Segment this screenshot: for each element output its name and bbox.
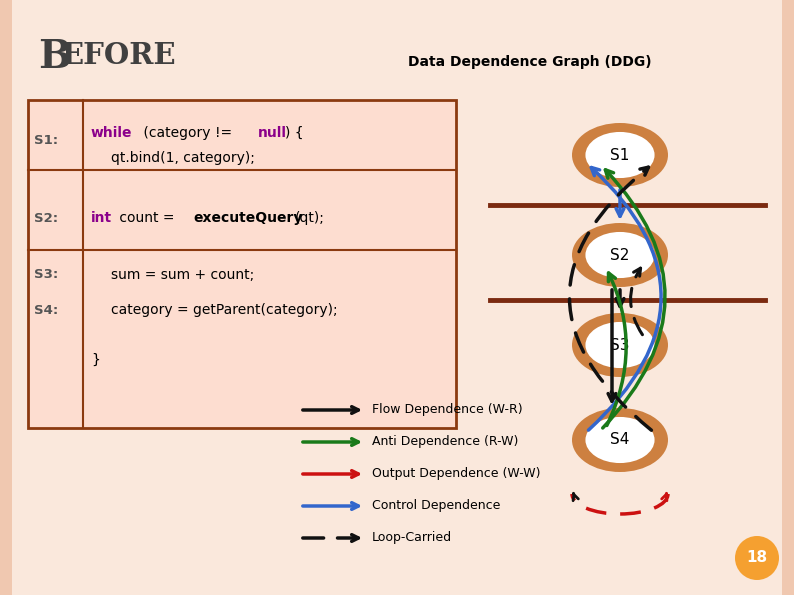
Text: S3: S3 (611, 337, 630, 352)
Ellipse shape (572, 313, 668, 377)
FancyArrowPatch shape (303, 503, 358, 509)
Text: category = getParent(category);: category = getParent(category); (111, 303, 337, 317)
Text: EFORE: EFORE (62, 41, 176, 70)
Text: while: while (91, 126, 133, 140)
FancyArrowPatch shape (616, 290, 624, 306)
FancyArrowPatch shape (303, 535, 358, 541)
Text: null: null (258, 126, 287, 140)
FancyArrowPatch shape (303, 406, 358, 414)
Text: Loop-Carried: Loop-Carried (372, 531, 452, 544)
Text: S3:: S3: (34, 268, 58, 281)
Text: S4:: S4: (34, 303, 58, 317)
FancyArrowPatch shape (607, 273, 626, 425)
Ellipse shape (572, 408, 668, 472)
FancyArrowPatch shape (303, 471, 358, 477)
Text: Flow Dependence (W-R): Flow Dependence (W-R) (372, 403, 522, 416)
FancyArrowPatch shape (603, 170, 665, 428)
Ellipse shape (572, 123, 668, 187)
Ellipse shape (585, 322, 654, 368)
FancyArrowPatch shape (661, 493, 667, 501)
Circle shape (735, 536, 779, 580)
Text: (category !=: (category != (139, 126, 237, 140)
Bar (28, 100, 456, 428)
Text: int: int (91, 211, 112, 225)
Text: ) {: ) { (285, 126, 303, 140)
Text: S4: S4 (611, 433, 630, 447)
Ellipse shape (585, 132, 654, 178)
Bar (782, 0, 794, 595)
Text: Data Dependence Graph (DDG): Data Dependence Graph (DDG) (408, 55, 652, 69)
Text: B: B (38, 38, 71, 76)
FancyArrowPatch shape (303, 439, 358, 445)
Ellipse shape (585, 417, 654, 463)
FancyArrowPatch shape (569, 167, 651, 430)
Text: Anti Dependence (R-W): Anti Dependence (R-W) (372, 436, 518, 449)
FancyArrowPatch shape (616, 190, 624, 217)
FancyArrowPatch shape (588, 168, 661, 430)
Text: (qt);: (qt); (295, 211, 325, 225)
Text: S2:: S2: (34, 211, 58, 224)
Text: count =: count = (115, 211, 179, 225)
Ellipse shape (572, 223, 668, 287)
Text: }: } (91, 353, 100, 367)
FancyArrowPatch shape (573, 493, 578, 501)
Text: qt.bind(1, category);: qt.bind(1, category); (111, 151, 255, 165)
Bar (0, 0, 12, 595)
Text: Control Dependence: Control Dependence (372, 499, 500, 512)
Text: S2: S2 (611, 248, 630, 262)
Text: S1: S1 (611, 148, 630, 162)
Text: 18: 18 (746, 550, 768, 565)
Text: Output Dependence (W-W): Output Dependence (W-W) (372, 468, 541, 481)
FancyArrowPatch shape (608, 290, 616, 402)
Text: executeQuery: executeQuery (193, 211, 303, 225)
Text: S1:: S1: (34, 133, 58, 146)
FancyArrowPatch shape (630, 268, 642, 335)
Text: sum = sum + count;: sum = sum + count; (111, 268, 254, 282)
Ellipse shape (585, 232, 654, 278)
